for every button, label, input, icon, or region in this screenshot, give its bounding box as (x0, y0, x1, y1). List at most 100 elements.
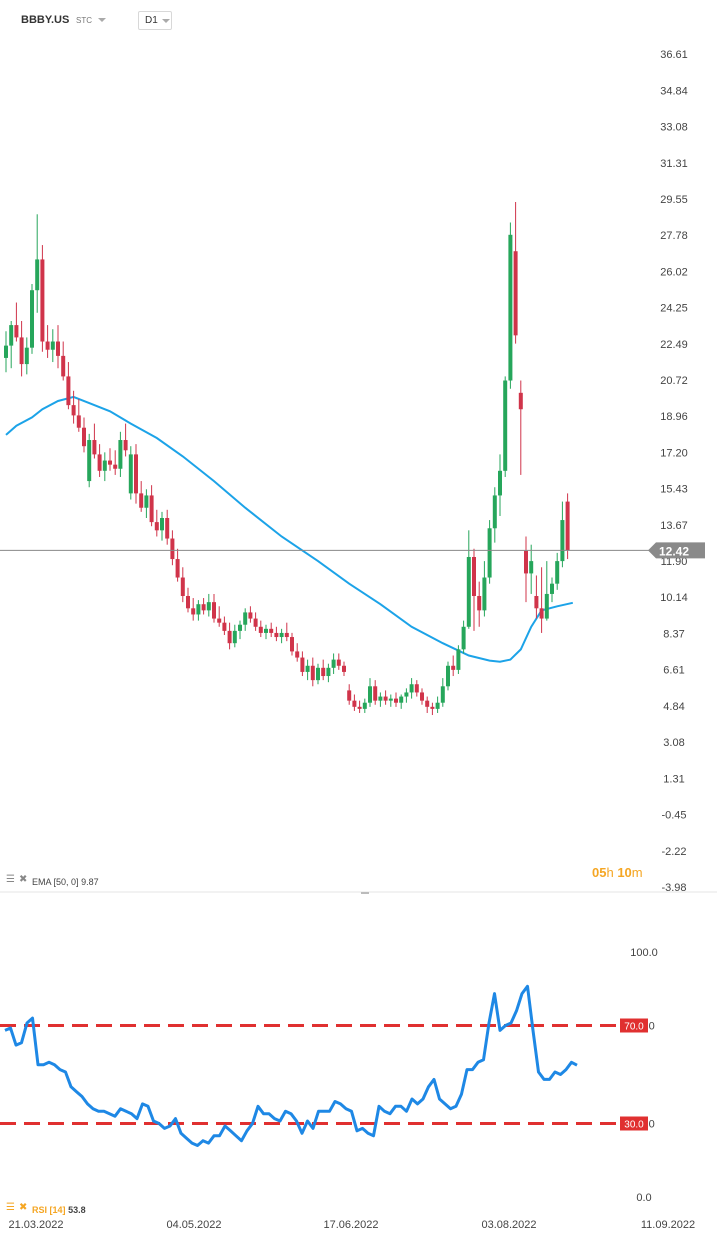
candle-body (430, 706, 435, 709)
price-panel-grid (0, 891, 717, 894)
candle-body (61, 355, 66, 377)
candle-body (420, 692, 424, 701)
rsi-level-label: 30.0 (624, 1120, 644, 1131)
date-tick-label: 21.03.2022 (8, 1219, 63, 1231)
bullish-candle (508, 222, 513, 389)
price-tick-label: 18.96 (660, 411, 688, 423)
rsi-label: RSI (32, 1205, 48, 1215)
instrument-type-badge[interactable]: STC (76, 16, 92, 25)
price-tick-label: 29.55 (660, 194, 688, 206)
date-tick-label: 03.08.2022 (481, 1219, 536, 1231)
price-tick-label: 17.20 (660, 447, 688, 459)
candle-body (477, 595, 482, 611)
bullish-candle (456, 645, 461, 674)
bullish-candle (144, 489, 149, 519)
candle-body (529, 561, 534, 574)
price-tick-label: 31.31 (660, 158, 688, 170)
candle-body (30, 290, 34, 348)
indicator-settings-icon[interactable]: ☰ (6, 874, 15, 885)
candle-body (180, 577, 185, 596)
chevron-down-icon[interactable] (98, 18, 106, 22)
countdown-hours: 05 (592, 865, 607, 880)
bullish-candle (160, 511, 164, 541)
candle-body (50, 341, 55, 350)
candle-body (316, 667, 320, 681)
bearish-candle (420, 688, 424, 705)
candle-body (102, 460, 107, 471)
rsi-value: 53.8 (68, 1205, 86, 1215)
bullish-candle (326, 663, 331, 683)
candle-body (326, 667, 331, 677)
candle-body (362, 702, 367, 709)
rsi-params: [14] (49, 1205, 66, 1215)
bearish-candle (222, 616, 227, 635)
bearish-candle (284, 622, 289, 642)
price-tick-label: 22.49 (660, 339, 688, 351)
bullish-candle (555, 552, 560, 590)
bearish-candle (71, 390, 76, 424)
date-tick-label: 17.06.2022 (323, 1219, 378, 1231)
candle-body (222, 622, 227, 631)
price-tick-label: 33.08 (660, 121, 688, 133)
bearish-candle (513, 201, 518, 344)
candle-body (446, 665, 450, 687)
bullish-candle (87, 433, 92, 488)
bearish-candle (191, 598, 196, 621)
bullish-candle (560, 501, 565, 568)
candle-body (378, 696, 383, 701)
price-tick-label: 34.84 (660, 85, 688, 97)
close-icon[interactable]: ✖ (19, 874, 28, 885)
bullish-candle (232, 624, 237, 648)
bearish-candle (248, 606, 253, 623)
candles-layer (4, 201, 570, 716)
bullish-candle (279, 628, 284, 644)
bullish-candle (331, 653, 336, 674)
bearish-candle (186, 587, 190, 613)
price-tick-label: 1.31 (663, 773, 684, 785)
candle-body (544, 593, 549, 619)
candle-body (97, 454, 102, 471)
close-icon[interactable]: ✖ (19, 1202, 28, 1213)
candle-body (108, 460, 112, 465)
bullish-candle (404, 688, 409, 703)
price-tick-label: -0.45 (661, 810, 686, 822)
bullish-candle (128, 446, 133, 500)
candle-body (253, 618, 258, 627)
candle-body (373, 686, 378, 701)
candle-body (206, 602, 211, 611)
candle-body (524, 550, 528, 574)
bullish-candle (238, 620, 242, 640)
bearish-candle (534, 575, 539, 619)
bearish-candle (472, 548, 476, 631)
candle-body (300, 657, 305, 672)
bearish-candle (154, 509, 159, 537)
price-tick-label: 36.61 (660, 49, 688, 61)
bearish-candle (258, 620, 263, 638)
candle-body (451, 665, 456, 670)
bearish-candle (134, 444, 138, 504)
timeframe-dropdown[interactable]: D1 (138, 11, 172, 30)
candle-body (128, 454, 133, 494)
bearish-candle (19, 320, 24, 377)
bullish-candle (264, 624, 268, 640)
candle-body (513, 251, 518, 336)
bearish-candle (108, 448, 112, 471)
price-tick-label: 27.78 (660, 230, 688, 242)
countdown-minutes-unit: m (631, 865, 643, 880)
bullish-candle (30, 284, 34, 354)
price-tick-label: 24.25 (660, 303, 688, 315)
indicator-settings-icon[interactable]: ☰ (6, 1202, 15, 1213)
candle-body (435, 702, 440, 709)
candle-body (82, 427, 86, 447)
candle-body (227, 630, 232, 644)
symbol-selector[interactable]: BBBY.US (21, 14, 70, 26)
candle-body (35, 259, 40, 291)
candle-body (92, 440, 97, 455)
bearish-candle (139, 481, 144, 512)
date-tick-label: 04.05.2022 (166, 1219, 221, 1231)
bearish-candle (357, 700, 362, 713)
candle-body (134, 454, 138, 494)
bearish-candle (82, 417, 86, 453)
candle-body (321, 667, 326, 677)
